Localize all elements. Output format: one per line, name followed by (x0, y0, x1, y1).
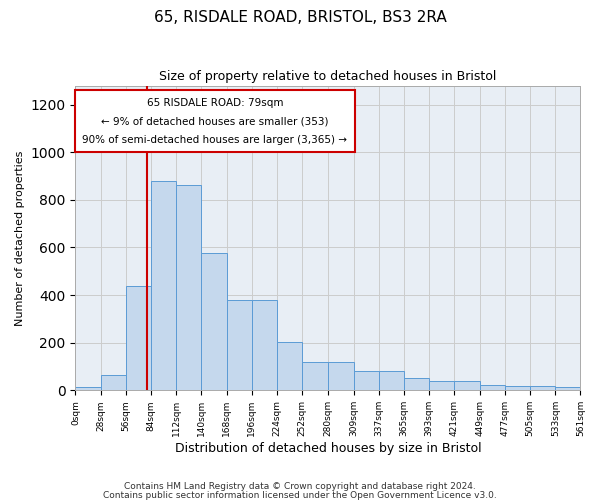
Bar (302, 362, 328, 390)
Bar (202, 252, 227, 390)
Bar (454, 381, 479, 390)
Bar (555, 388, 580, 390)
Text: 65 RISDALE ROAD: 79sqm: 65 RISDALE ROAD: 79sqm (147, 98, 283, 108)
Text: ← 9% of detached houses are smaller (353): ← 9% of detached houses are smaller (353… (101, 116, 329, 126)
Bar (76, 388, 101, 390)
Title: Size of property relative to detached houses in Bristol: Size of property relative to detached ho… (159, 70, 497, 83)
Text: Contains public sector information licensed under the Open Government Licence v3: Contains public sector information licen… (103, 490, 497, 500)
Bar (580, 388, 600, 390)
Text: Contains HM Land Registry data © Crown copyright and database right 2024.: Contains HM Land Registry data © Crown c… (124, 482, 476, 491)
Bar (505, 386, 530, 390)
Bar (479, 385, 505, 390)
Bar (404, 378, 429, 390)
Y-axis label: Number of detached properties: Number of detached properties (15, 150, 25, 326)
Bar (227, 300, 252, 390)
Bar (252, 300, 277, 390)
Bar (277, 342, 302, 390)
Bar (101, 376, 126, 390)
Bar (353, 370, 379, 390)
Bar (530, 386, 555, 390)
Bar (126, 286, 151, 391)
Bar (379, 370, 404, 390)
Bar (176, 185, 202, 390)
Bar (429, 381, 454, 390)
Text: 65, RISDALE ROAD, BRISTOL, BS3 2RA: 65, RISDALE ROAD, BRISTOL, BS3 2RA (154, 10, 446, 25)
Bar (328, 362, 353, 390)
X-axis label: Distribution of detached houses by size in Bristol: Distribution of detached houses by size … (175, 442, 481, 455)
Bar (151, 182, 176, 390)
Text: 90% of semi-detached houses are larger (3,365) →: 90% of semi-detached houses are larger (… (82, 135, 347, 145)
